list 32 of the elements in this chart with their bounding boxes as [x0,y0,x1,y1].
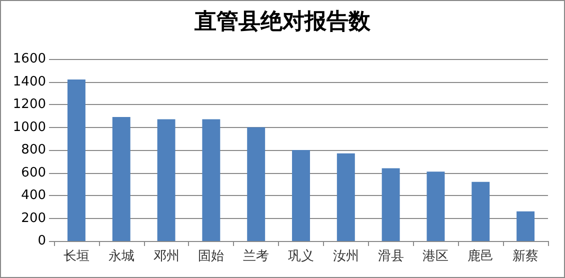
bar [112,117,130,241]
x-tick-label: 新蔡 [512,248,539,263]
bar [382,168,400,241]
y-tick-label: 200 [21,210,46,226]
y-tick-label: 1200 [12,97,46,112]
bar [516,211,535,241]
x-tick-label: 汝州 [332,248,359,263]
x-tick-label: 巩义 [288,248,314,263]
x-tick-label: 固始 [198,248,224,263]
x-tick-label: 永城 [108,248,134,263]
bar [426,172,445,241]
y-tick-label: 1600 [12,52,46,66]
bar [247,127,266,241]
bar [157,119,176,241]
x-tick-label: 滑县 [378,248,404,263]
x-tick-label: 鹿邑 [468,248,494,263]
x-tick-label: 港区 [422,248,449,263]
y-tick-label: 600 [21,165,46,180]
bar [472,182,490,241]
bar [292,150,310,241]
bar [336,153,355,241]
bar [202,119,220,241]
x-tick-label: 邓州 [153,248,180,263]
y-tick-label: 0 [38,234,46,248]
x-tick-label: 兰考 [243,248,270,263]
x-tick-label: 长垣 [63,248,90,263]
y-tick-label: 1000 [12,120,46,135]
chart-title: 直管县绝对报告数 [194,8,372,34]
y-tick-label: 400 [21,188,46,203]
y-tick-label: 800 [21,142,46,158]
bar [67,79,86,241]
y-tick-label: 1400 [12,74,46,90]
